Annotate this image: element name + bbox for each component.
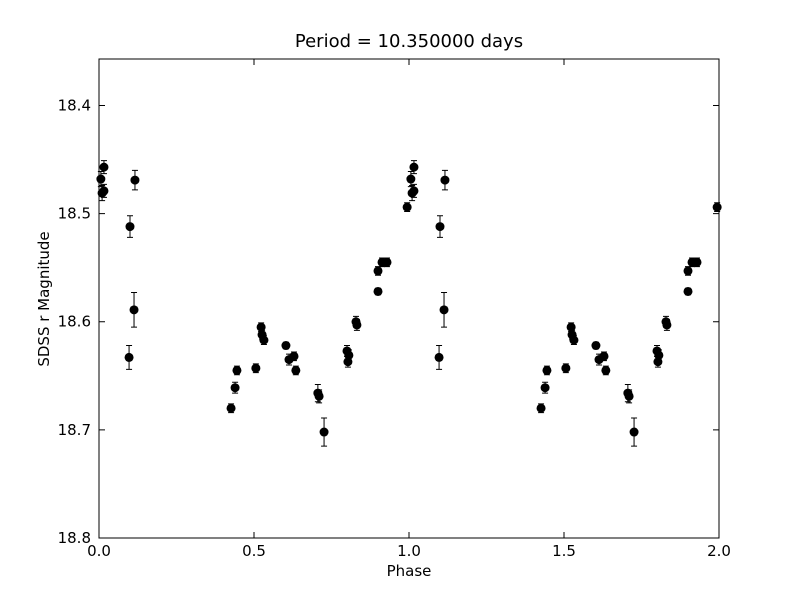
data-point [281,341,291,351]
data-point [232,365,242,375]
y-tick-label: 18.5 [58,205,91,223]
data-point [314,391,324,401]
data-point [99,186,109,196]
data-point [373,266,383,276]
data-point [382,257,392,267]
data-point [542,365,552,375]
data-point [406,174,416,184]
x-tick-label: 2.0 [707,542,731,560]
data-point [96,174,106,184]
data-point [566,322,576,332]
data-point [373,286,383,296]
data-point [591,341,601,351]
data-point [629,427,639,437]
data-point [291,365,301,375]
y-tick-label: 18.6 [58,313,91,331]
data-point [624,391,634,401]
data-point [251,363,261,373]
data-point [256,322,266,332]
y-tick-label: 18.8 [58,529,91,547]
data-point [434,352,444,362]
data-point [344,350,354,360]
x-tick-label: 0.5 [242,542,266,560]
data-point [125,222,135,232]
data-point [130,175,140,185]
data-point [601,365,611,375]
data-point [124,352,134,362]
data-point [439,305,449,315]
chart-title: Period = 10.350000 days [295,31,523,52]
data-point [536,403,546,413]
data-point [226,403,236,413]
data-point [259,335,269,345]
data-point [561,363,571,373]
data-point [99,162,109,172]
data-point [569,335,579,345]
data-point [662,320,672,330]
y-axis-label: SDSS r Magnitude [35,231,53,366]
data-point [435,222,445,232]
data-point [319,427,329,437]
data-point [409,162,419,172]
data-point [230,383,240,393]
data-point [683,286,693,296]
data-point [654,350,664,360]
y-tick-label: 18.4 [58,96,91,114]
data-point [683,266,693,276]
data-point [599,351,609,361]
y-tick-label: 18.7 [58,421,91,439]
x-tick-label: 0.0 [87,542,111,560]
data-point [129,305,139,315]
x-tick-label: 1.5 [552,542,576,560]
x-axis-label: Phase [387,562,432,580]
data-point [352,320,362,330]
data-point [440,175,450,185]
data-point [409,186,419,196]
data-point [540,383,550,393]
data-point [402,202,412,212]
data-point [692,257,702,267]
data-point [712,202,722,212]
data-point [289,351,299,361]
x-tick-label: 1.0 [397,542,421,560]
